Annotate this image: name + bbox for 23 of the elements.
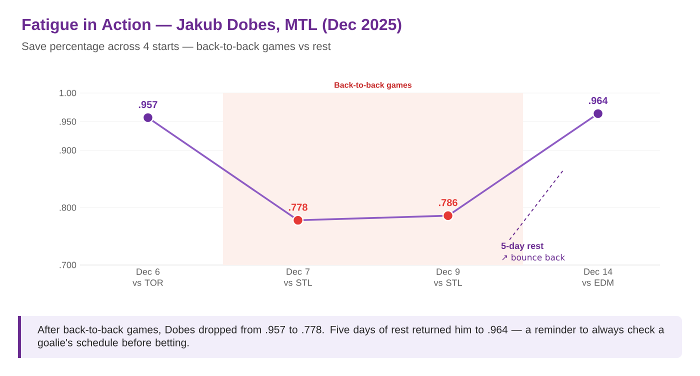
- data-label: .786: [438, 199, 458, 206]
- data-label: .957: [138, 101, 158, 108]
- point: [142, 112, 154, 124]
- y-tick-label: .900: [60, 147, 76, 154]
- y-tick-label: .950: [60, 118, 76, 125]
- y-tick-label: .800: [60, 204, 76, 211]
- point: [592, 108, 604, 120]
- data-label: .778: [288, 204, 308, 211]
- annotation: 5-day rest: [501, 242, 544, 251]
- x-tick-label: Dec 6 vs TOR: [132, 268, 163, 286]
- x-tick-label: Dec 7 vs STL: [284, 268, 312, 286]
- y-tick-label: .700: [60, 262, 76, 268]
- annotation: ↗ bounce back: [502, 254, 566, 261]
- point: [442, 210, 454, 222]
- point: [292, 214, 304, 226]
- y-tick-label: 1.00: [60, 90, 76, 96]
- x-tick-label: Dec 14 vs EDM: [582, 268, 614, 286]
- data-label: .964: [588, 97, 608, 104]
- chart-title: Fatigue in Action — Jakub Dobes, MTL (Dec 2025): [22, 18, 402, 34]
- band-label: Back-to-back games: [334, 82, 412, 90]
- chart-subtitle: Save percentage across 4 starts — back-to-back games vs rest: [22, 42, 331, 52]
- x-tick-label: Dec 9 vs STL: [434, 268, 462, 286]
- text: After back-to-back games, Dobes dropped from .957 to .778. Five days of rest returned him to .964 — a reminder to always check a goalie's schedule before betting.: [38, 326, 664, 348]
